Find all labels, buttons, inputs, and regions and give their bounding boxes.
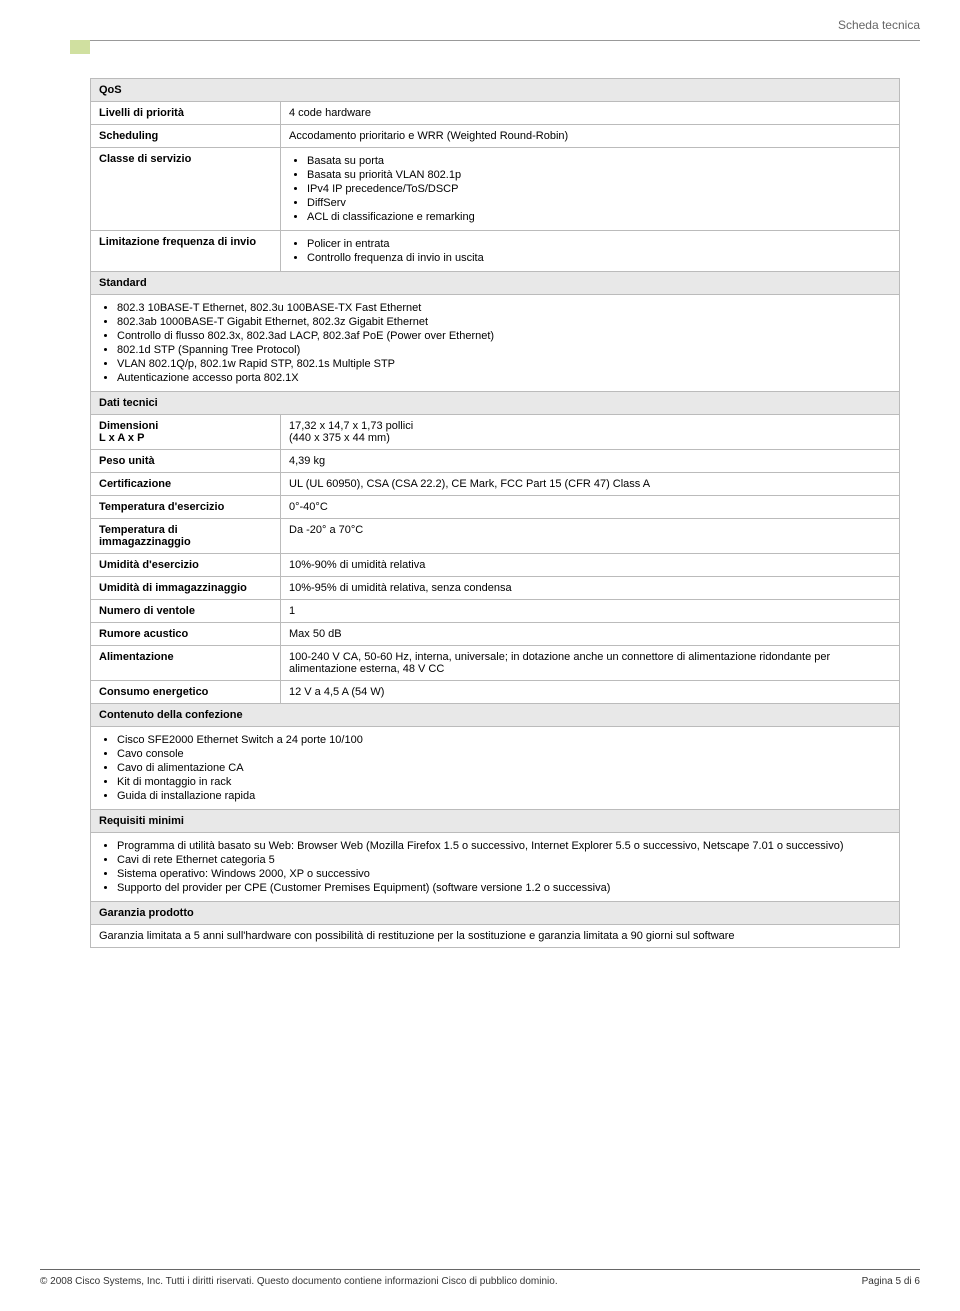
list-item: Kit di montaggio in rack [117, 776, 891, 788]
cos-label: Classe di servizio [91, 148, 281, 231]
noise-value: Max 50 dB [281, 623, 900, 646]
tech-section: Dati tecnici [91, 392, 900, 415]
cos-list: Basata su porta Basata su priorità VLAN 8… [307, 155, 891, 223]
warr-label: Garanzia prodotto [91, 902, 900, 925]
list-item: Policer in entrata [307, 238, 891, 250]
spec-table: QoS Livelli di priorità 4 code hardware … [90, 78, 900, 948]
list-item: DiffServ [307, 197, 891, 209]
list-item: Autenticazione accesso porta 802.1X [117, 372, 891, 384]
list-item: Cavi di rete Ethernet categoria 5 [117, 854, 891, 866]
cons-label: Consumo energetico [91, 681, 281, 704]
rate-label: Limitazione frequenza di invio [91, 231, 281, 272]
sttemp-value: Da -20° a 70°C [281, 519, 900, 554]
header-rule [70, 40, 920, 41]
content: QoS Livelli di priorità 4 code hardware … [0, 78, 960, 948]
fans-label: Numero di ventole [91, 600, 281, 623]
cert-label: Certificazione [91, 473, 281, 496]
sthum-value: 10%-95% di umidità relativa, senza conde… [281, 577, 900, 600]
list-item: Guida di installazione rapida [117, 790, 891, 802]
cert-value: UL (UL 60950), CSA (CSA 22.2), CE Mark, … [281, 473, 900, 496]
weight-label: Peso unità [91, 450, 281, 473]
list-item: 802.3 10BASE-T Ethernet, 802.3u 100BASE-… [117, 302, 891, 314]
sthum-label: Umidità di immagazzinaggio [91, 577, 281, 600]
dim-value-2: (440 x 375 x 44 mm) [289, 432, 390, 444]
scheduling-label: Scheduling [91, 125, 281, 148]
optemp-label: Temperatura d'esercizio [91, 496, 281, 519]
cos-value: Basata su porta Basata su priorità VLAN 8… [281, 148, 900, 231]
req-label: Requisiti minimi [91, 810, 900, 833]
dim-label-1: Dimensioni [99, 420, 158, 432]
dim-label-2: L x A x P [99, 432, 144, 444]
dim-label: Dimensioni L x A x P [91, 415, 281, 450]
req-value: Programma di utilità basato su Web: Brow… [91, 833, 900, 902]
sttemp-label-1: Temperatura di [99, 524, 178, 536]
footer-right: Pagina 5 di 6 [862, 1276, 920, 1287]
dim-value: 17,32 x 14,7 x 1,73 pollici (440 x 375 x… [281, 415, 900, 450]
list-item: IPv4 IP precedence/ToS/DSCP [307, 183, 891, 195]
list-item: Cavo console [117, 748, 891, 760]
header-accent [70, 40, 90, 54]
dim-value-1: 17,32 x 14,7 x 1,73 pollici [289, 420, 413, 432]
req-list: Programma di utilità basato su Web: Brow… [117, 840, 891, 894]
sttemp-label-2: immagazzinaggio [99, 536, 191, 548]
qos-section: QoS [91, 79, 900, 102]
power-value: 100-240 V CA, 50-60 Hz, interna, univers… [281, 646, 900, 681]
pkg-list: Cisco SFE2000 Ethernet Switch a 24 porte… [117, 734, 891, 802]
footer: © 2008 Cisco Systems, Inc. Tutti i dirit… [40, 1269, 920, 1287]
optemp-value: 0°-40°C [281, 496, 900, 519]
rate-list: Policer in entrata Controllo frequenza di… [307, 238, 891, 264]
list-item: Cisco SFE2000 Ethernet Switch a 24 porte… [117, 734, 891, 746]
sttemp-label: Temperatura di immagazzinaggio [91, 519, 281, 554]
scheduling-value: Accodamento prioritario e WRR (Weighted … [281, 125, 900, 148]
std-list: 802.3 10BASE-T Ethernet, 802.3u 100BASE-… [117, 302, 891, 384]
footer-left: © 2008 Cisco Systems, Inc. Tutti i dirit… [40, 1276, 558, 1287]
list-item: Basata su priorità VLAN 802.1p [307, 169, 891, 181]
ophum-value: 10%-90% di umidità relativa [281, 554, 900, 577]
rate-value: Policer in entrata Controllo frequenza di… [281, 231, 900, 272]
priority-value: 4 code hardware [281, 102, 900, 125]
cons-value: 12 V a 4,5 A (54 W) [281, 681, 900, 704]
priority-label: Livelli di priorità [91, 102, 281, 125]
list-item: Basata su porta [307, 155, 891, 167]
list-item: Programma di utilità basato su Web: Brow… [117, 840, 891, 852]
std-value: 802.3 10BASE-T Ethernet, 802.3u 100BASE-… [91, 295, 900, 392]
pkg-value: Cisco SFE2000 Ethernet Switch a 24 porte… [91, 727, 900, 810]
power-label: Alimentazione [91, 646, 281, 681]
list-item: 802.1d STP (Spanning Tree Protocol) [117, 344, 891, 356]
list-item: Controllo di flusso 802.3x, 802.3ad LACP… [117, 330, 891, 342]
list-item: Controllo frequenza di invio in uscita [307, 252, 891, 264]
std-label: Standard [91, 272, 900, 295]
list-item: Supporto del provider per CPE (Customer … [117, 882, 891, 894]
fans-value: 1 [281, 600, 900, 623]
doc-type: Scheda tecnica [838, 18, 920, 32]
list-item: 802.3ab 1000BASE-T Gigabit Ethernet, 802… [117, 316, 891, 328]
noise-label: Rumore acustico [91, 623, 281, 646]
list-item: ACL di classificazione e remarking [307, 211, 891, 223]
pkg-label: Contenuto della confezione [91, 704, 900, 727]
page-header: Scheda tecnica [0, 0, 960, 40]
weight-value: 4,39 kg [281, 450, 900, 473]
ophum-label: Umidità d'esercizio [91, 554, 281, 577]
warr-value: Garanzia limitata a 5 anni sull'hardware… [91, 925, 900, 948]
list-item: Sistema operativo: Windows 2000, XP o su… [117, 868, 891, 880]
list-item: VLAN 802.1Q/p, 802.1w Rapid STP, 802.1s … [117, 358, 891, 370]
list-item: Cavo di alimentazione CA [117, 762, 891, 774]
